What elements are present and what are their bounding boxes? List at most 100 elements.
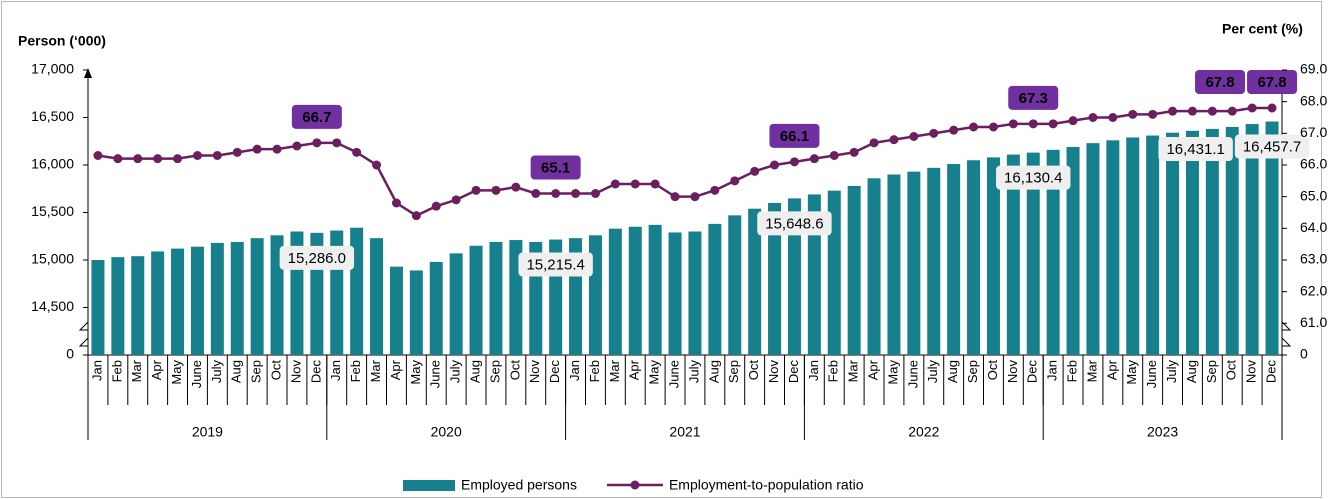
line-marker: [1088, 113, 1098, 122]
x-tick-label: Sep: [1204, 360, 1219, 383]
bar: [429, 261, 443, 355]
data-label-box: [1247, 70, 1298, 94]
bar: [489, 241, 503, 355]
bar: [1046, 149, 1060, 355]
y-tick-label: 16,500: [31, 108, 74, 124]
bar: [608, 228, 622, 355]
line-marker: [551, 189, 561, 198]
bar: [131, 256, 145, 355]
x-tick-label: Mar: [129, 359, 144, 382]
bar: [171, 248, 185, 355]
bar: [728, 215, 742, 355]
plot-area: 15,286.0 15,215.4 15,648.6 16,130.4 16,431.1…: [91, 70, 1310, 356]
y2-tick-label: 0: [1300, 346, 1308, 362]
y-tick-label: 16,000: [31, 156, 74, 172]
bar: [250, 238, 264, 355]
bar: [151, 251, 165, 355]
data-label-box: [1158, 137, 1233, 162]
line-marker: [192, 151, 202, 160]
x-tick-label: Mar: [846, 359, 861, 382]
x-tick-label: June: [189, 360, 204, 388]
bar: [648, 224, 662, 355]
bar: [768, 203, 782, 355]
legend-swatch: [403, 480, 455, 491]
x-tick-label: Dec: [547, 360, 562, 384]
line-marker: [391, 198, 401, 208]
bar: [847, 185, 861, 355]
line-marker: [829, 151, 839, 160]
x-tick-label: Dec: [1263, 360, 1278, 384]
x-tick-label: Mar: [1084, 359, 1099, 382]
x-tick-label: Aug: [229, 360, 244, 383]
line-marker: [809, 154, 819, 164]
data-label: 66.1: [780, 128, 809, 145]
y2-tick-label: 65.0: [1300, 187, 1327, 203]
x-tick-label: May: [169, 360, 184, 385]
line-marker: [590, 189, 600, 198]
x-tick-label: Feb: [109, 360, 124, 382]
x-tick-label: Nov: [527, 360, 542, 384]
x-tick-label: Aug: [1184, 360, 1199, 383]
x-group-label: 2020: [431, 424, 462, 440]
bar: [1006, 154, 1020, 355]
line-marker: [1207, 106, 1217, 116]
x-tick-label: Jan: [328, 360, 343, 381]
bar: [748, 208, 762, 355]
x-tick-label: June: [428, 360, 443, 388]
bar: [927, 167, 941, 355]
x-tick-label: Sep: [249, 360, 264, 383]
line-marker: [372, 160, 382, 170]
y-tick-label: 15,000: [31, 251, 74, 267]
bar: [91, 260, 105, 355]
bar: [1245, 124, 1259, 355]
x-tick-label: July: [1164, 360, 1179, 384]
line-marker: [849, 147, 859, 157]
x-tick-label: June: [666, 360, 681, 388]
line-marker: [610, 179, 620, 189]
x-tick-label: Feb: [587, 360, 602, 382]
x-tick-label: July: [209, 360, 224, 384]
data-label: 66.7: [302, 109, 331, 126]
data-label-box: [769, 123, 820, 148]
x-tick-label: Apr: [388, 359, 403, 380]
bar: [1066, 146, 1080, 355]
x-tick-label: Jan: [1045, 360, 1060, 381]
bar: [708, 223, 722, 355]
x-tick-label: Jan: [567, 360, 582, 381]
bar: [389, 266, 403, 355]
x-group-label: 2022: [908, 424, 939, 440]
legend-label: Employed persons: [461, 477, 577, 493]
x-tick-label: June: [1144, 360, 1159, 388]
x-tick-label: Nov: [288, 360, 303, 384]
bar: [986, 157, 1000, 355]
bar: [1026, 152, 1040, 355]
bar: [111, 257, 125, 355]
line-marker: [1068, 116, 1078, 126]
x-tick-label: July: [448, 360, 463, 384]
x-group-label: 2019: [192, 424, 223, 440]
bar: [1106, 140, 1120, 355]
y2-tick-label: 64.0: [1300, 219, 1327, 235]
line-marker: [1148, 109, 1158, 119]
line-marker: [451, 195, 461, 205]
bar: [409, 270, 423, 355]
x-group-label: 2023: [1147, 424, 1178, 440]
x-tick-label: Oct: [985, 360, 1000, 381]
line-marker: [909, 132, 919, 141]
data-label: 65.1: [541, 159, 570, 176]
line-marker: [531, 189, 541, 198]
bar: [907, 171, 921, 355]
line-marker: [670, 192, 680, 202]
x-tick-label: July: [686, 360, 701, 384]
x-tick-label: Sep: [726, 360, 741, 383]
x-tick-label: Nov: [1244, 360, 1259, 384]
axis-break: [78, 320, 89, 331]
x-group-label: 2021: [669, 424, 700, 440]
bar: [1146, 135, 1160, 355]
y-axis-title: Person (‘000): [18, 33, 106, 49]
y2-axis-title: Per cent (%): [1222, 21, 1303, 37]
data-label: 67.3: [1019, 90, 1048, 107]
line-marker: [272, 144, 282, 154]
